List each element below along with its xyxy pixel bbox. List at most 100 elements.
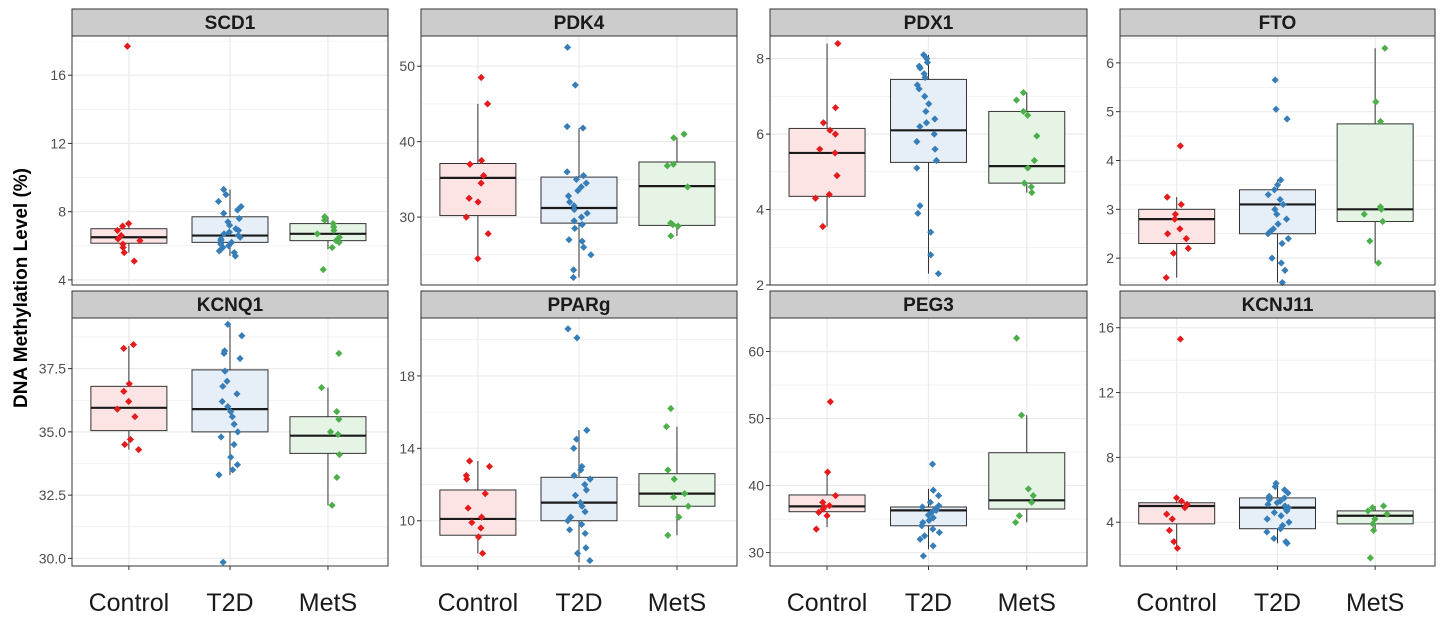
y-tick-label: 4 <box>756 202 764 218</box>
data-point <box>819 119 828 127</box>
data-point <box>135 445 143 454</box>
data-point <box>328 501 336 509</box>
data-point <box>1177 497 1186 505</box>
data-point <box>1164 230 1172 238</box>
data-point <box>586 475 594 483</box>
y-tick-label: 4 <box>1106 153 1114 169</box>
data-point <box>913 81 921 89</box>
data-point <box>1280 494 1288 502</box>
data-point <box>1285 518 1293 526</box>
data-point <box>932 156 941 165</box>
data-point <box>1012 96 1021 104</box>
data-point <box>1017 411 1026 419</box>
data-point <box>1264 500 1272 509</box>
facet-strip <box>1119 290 1436 319</box>
data-point <box>914 209 922 217</box>
data-point <box>1272 105 1280 113</box>
box-t2d <box>890 460 967 560</box>
data-point <box>126 435 135 444</box>
box-t2d <box>540 43 618 282</box>
data-point <box>1029 492 1037 500</box>
data-point <box>225 221 234 229</box>
data-point <box>466 160 474 168</box>
data-point <box>1283 507 1291 515</box>
data-point <box>1263 528 1271 536</box>
box-mets <box>988 88 1066 197</box>
data-point <box>571 491 580 500</box>
data-point <box>664 466 672 474</box>
data-point <box>1273 499 1281 507</box>
y-tick-label: 16 <box>1098 320 1114 336</box>
data-point <box>125 380 133 388</box>
data-point <box>1273 181 1282 189</box>
data-point <box>571 81 579 89</box>
box-mets <box>988 334 1066 527</box>
box-t2d <box>1239 76 1316 287</box>
data-point <box>664 531 672 539</box>
y-tick-label: 35.0 <box>39 424 66 440</box>
y-tick-label: 6 <box>756 126 764 142</box>
data-point <box>564 192 573 200</box>
data-point <box>1024 485 1033 493</box>
data-point <box>1278 278 1286 287</box>
data-point <box>119 222 127 230</box>
iqr-box <box>788 127 866 197</box>
box-mets <box>1336 502 1414 562</box>
data-point <box>123 42 131 50</box>
facet-title: FTO <box>1259 13 1297 34</box>
data-point <box>663 162 671 170</box>
data-point <box>333 473 341 482</box>
data-point <box>477 156 486 165</box>
data-point <box>923 58 931 67</box>
data-point <box>1370 526 1378 534</box>
data-point <box>815 508 823 516</box>
data-point <box>919 552 927 560</box>
data-point <box>468 518 476 527</box>
data-point <box>928 508 936 516</box>
data-point <box>235 214 243 223</box>
x-tick-label: Control <box>787 589 868 617</box>
data-point <box>569 273 577 282</box>
data-point <box>1274 220 1282 228</box>
data-point <box>583 426 591 434</box>
data-point <box>916 64 924 72</box>
data-point <box>577 183 585 191</box>
data-point <box>931 115 939 123</box>
data-point <box>578 502 586 510</box>
data-point <box>465 194 473 202</box>
data-point <box>823 512 831 520</box>
data-point <box>233 390 241 398</box>
data-point <box>1015 512 1023 520</box>
y-axis-ticks: 10 14 18 <box>399 368 421 529</box>
data-point <box>1270 508 1278 517</box>
data-point <box>932 506 940 514</box>
facet-title: SCD1 <box>205 13 256 34</box>
data-point <box>1271 482 1279 491</box>
data-point <box>684 502 692 510</box>
data-point <box>577 213 586 221</box>
data-point <box>913 138 921 146</box>
data-point <box>222 191 230 199</box>
data-point <box>1268 254 1276 262</box>
iqr-box <box>638 161 716 226</box>
facet-panel-pdk4: PDK4 30 40 50 <box>399 8 738 286</box>
box-mets <box>289 349 367 509</box>
data-point <box>1376 117 1385 126</box>
data-point <box>915 85 923 93</box>
data-point <box>481 489 489 498</box>
y-tick-label: 50 <box>748 411 764 427</box>
data-point <box>236 354 244 363</box>
y-axis-ticks: 4 8 12 16 <box>1098 320 1120 530</box>
x-tick-label: MetS <box>299 589 357 617</box>
data-point <box>233 461 242 469</box>
iqr-box <box>890 78 967 163</box>
panel-border <box>769 35 1088 286</box>
box-control <box>1138 335 1216 552</box>
iqr-box <box>988 110 1066 184</box>
data-point <box>329 220 337 228</box>
data-point <box>578 520 586 528</box>
data-point <box>1284 489 1292 497</box>
data-point <box>121 440 129 449</box>
data-point <box>484 230 492 238</box>
data-point <box>1173 544 1181 552</box>
